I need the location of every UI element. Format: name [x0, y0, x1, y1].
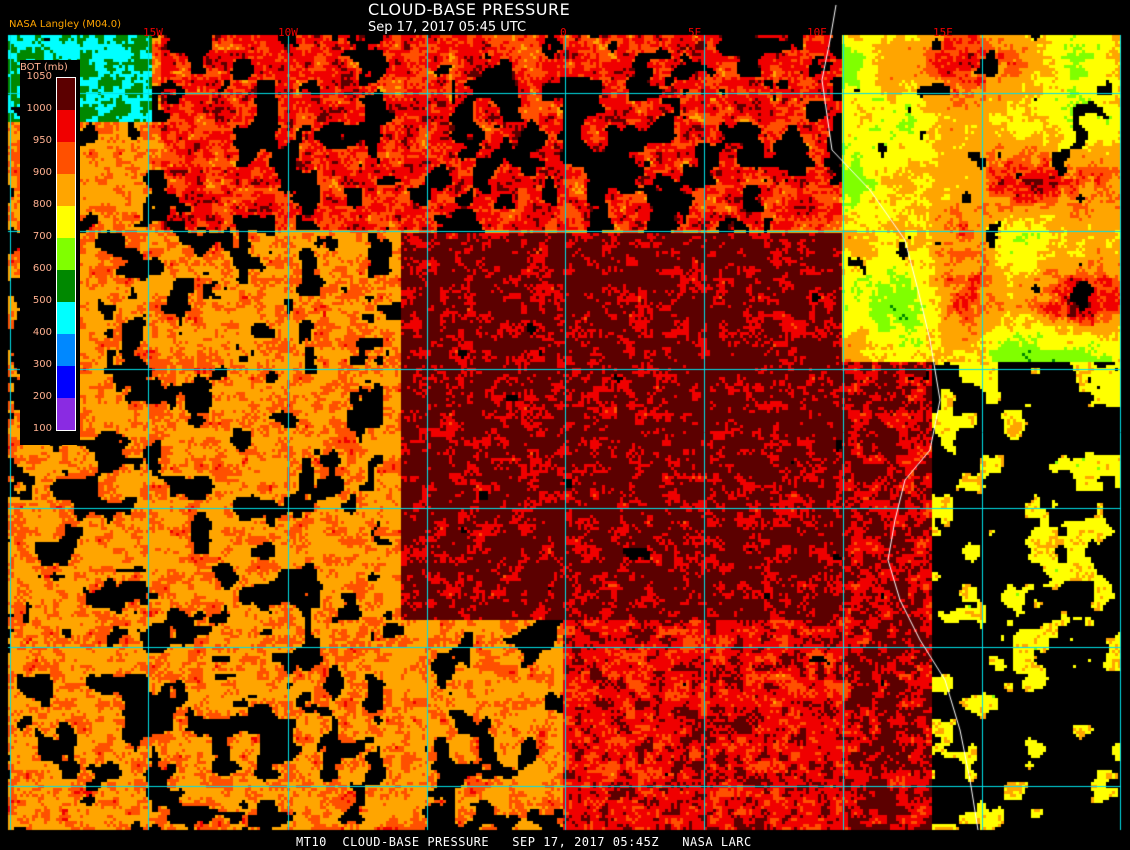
color-legend: BOT (mb) 1050 1000 950 900 800 700 600 500 400 30… [20, 60, 80, 445]
legend-tick-500: 500 [32, 295, 52, 306]
legend-swatch [57, 110, 75, 142]
credit-label: NASA Langley (M04.0) [9, 19, 121, 30]
legend-title: BOT (mb) [20, 62, 68, 73]
lon-label-10w: 10W [278, 26, 298, 39]
lon-label-15e: 15E [933, 26, 953, 39]
map-title: CLOUD-BASE PRESSURE [368, 0, 571, 19]
legend-tick-200: 200 [32, 391, 52, 402]
map-timestamp: Sep 17, 2017 05:45 UTC [368, 20, 527, 35]
legend-swatch [57, 78, 75, 110]
lon-label-10e: 10E [807, 26, 827, 39]
legend-swatch [57, 398, 75, 430]
legend-tick-700: 700 [32, 231, 52, 242]
legend-tick-600: 600 [32, 263, 52, 274]
legend-tick-1050: 1050 [26, 71, 52, 82]
legend-swatch [57, 206, 75, 238]
footer-caption: MT10 CLOUD-BASE PRESSURE SEP 17, 2017 05… [296, 835, 752, 849]
legend-tick-950: 950 [32, 135, 52, 146]
legend-swatch [57, 302, 75, 334]
legend-swatch [57, 174, 75, 206]
legend-tick-800: 800 [32, 199, 52, 210]
legend-swatch [57, 238, 75, 270]
lon-label-5e: 5E [688, 26, 702, 39]
legend-swatch [57, 334, 75, 366]
legend-color-bar [56, 77, 76, 431]
legend-tick-1000: 1000 [26, 103, 52, 114]
lon-label-15w: 15W [143, 26, 163, 39]
legend-tick-900: 900 [32, 167, 52, 178]
legend-tick-100: 100 [32, 423, 52, 434]
legend-swatch [57, 366, 75, 398]
legend-swatch [57, 142, 75, 174]
legend-swatch [57, 270, 75, 302]
lon-label-0: 0 [560, 26, 567, 39]
legend-tick-300: 300 [32, 359, 52, 370]
legend-tick-400: 400 [32, 327, 52, 338]
